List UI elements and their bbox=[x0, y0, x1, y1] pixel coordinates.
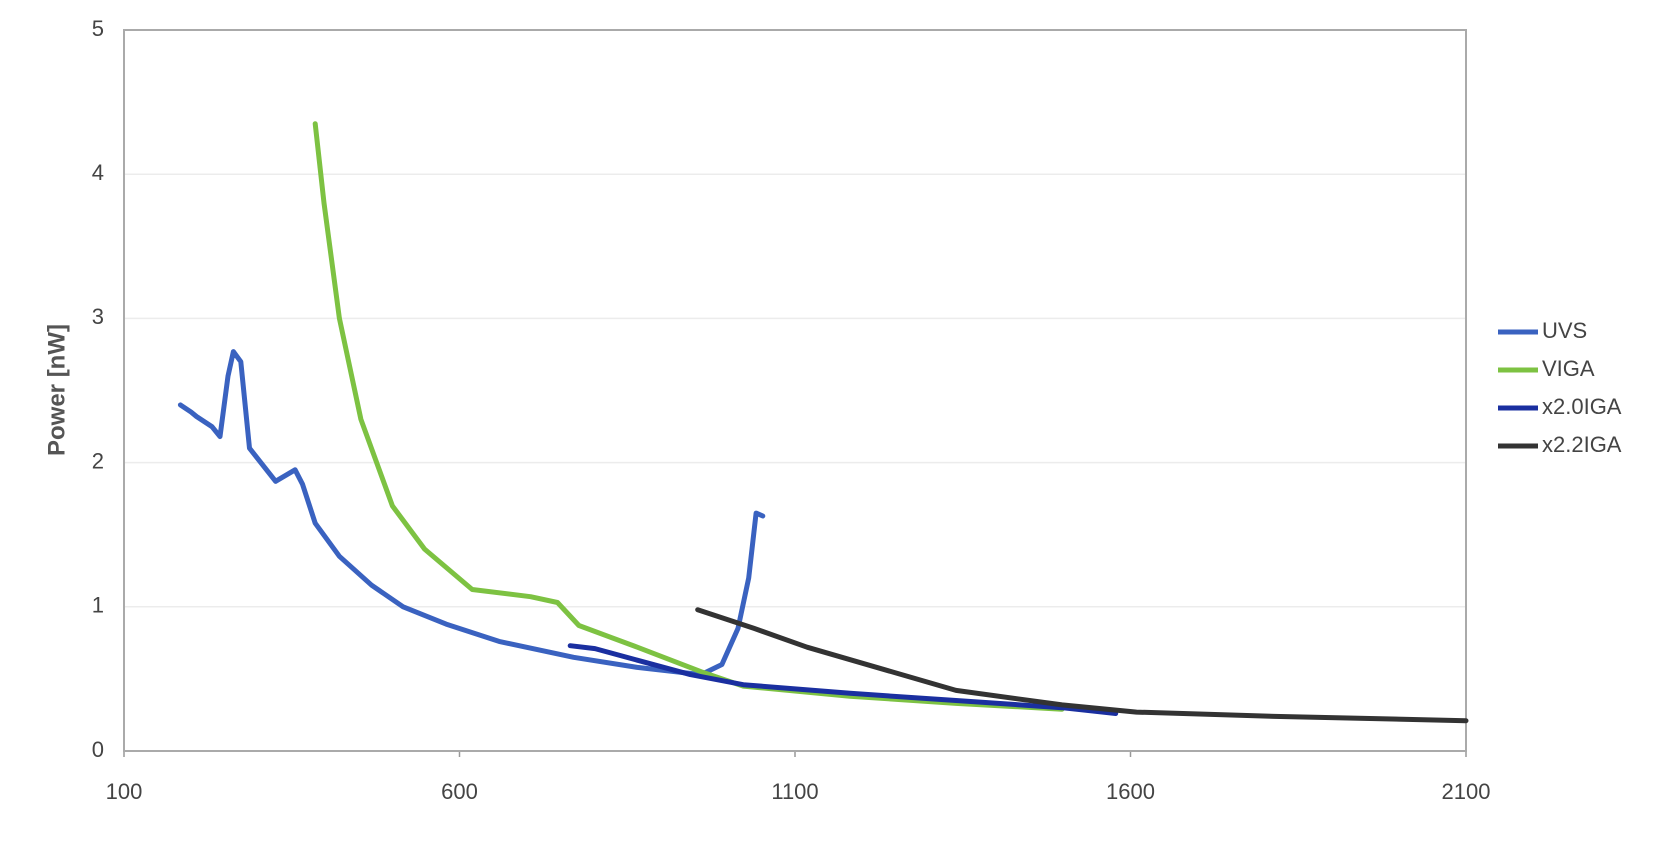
x-tick-label: 2100 bbox=[1442, 779, 1491, 804]
y-tick-label: 3 bbox=[92, 304, 104, 329]
plot-frame bbox=[123, 29, 1467, 752]
y-tick-label: 0 bbox=[92, 737, 104, 762]
y-tick-label: 4 bbox=[92, 160, 104, 185]
y-axis-title: Power [nW] bbox=[43, 324, 70, 456]
x-tick-label: 1600 bbox=[1106, 779, 1155, 804]
x-tick-label: 1100 bbox=[771, 779, 818, 804]
series-line bbox=[695, 607, 1469, 724]
legend-label: VIGA bbox=[1542, 356, 1595, 381]
series-line bbox=[567, 643, 1119, 716]
series-line bbox=[177, 349, 766, 678]
y-tick-label: 1 bbox=[92, 593, 104, 618]
x-tick-label: 100 bbox=[106, 779, 143, 804]
legend-label: x2.0IGA bbox=[1542, 394, 1622, 419]
y-tick-label: 2 bbox=[92, 448, 104, 473]
legend-label: x2.2IGA bbox=[1542, 432, 1622, 457]
y-tick-label: 5 bbox=[92, 16, 104, 41]
legend-label: UVS bbox=[1542, 318, 1587, 343]
series-line bbox=[312, 121, 1065, 712]
x-tick-label: 600 bbox=[441, 779, 478, 804]
